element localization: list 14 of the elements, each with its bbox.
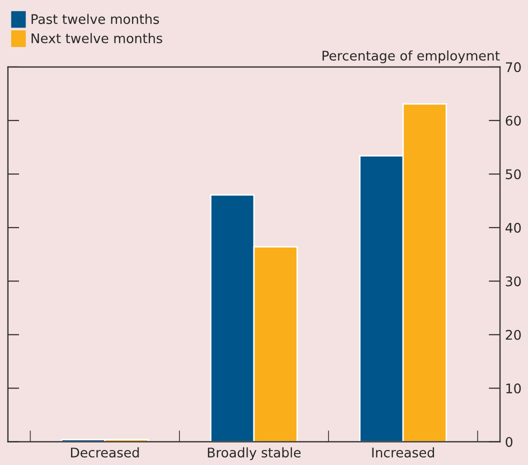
y-tick-label: 30 — [506, 276, 521, 286]
y-tick-label: 10 — [506, 383, 521, 394]
y-axis-title: Percentage of employment — [322, 50, 500, 64]
x-tick-label: Decreased — [71, 447, 139, 458]
x-tick-label: Increased — [372, 447, 434, 458]
y-tick-label: 60 — [506, 116, 521, 126]
legend-label: Next twelve months — [32, 33, 162, 44]
y-tick-label: 20 — [506, 330, 521, 340]
legend-label: Past twelve months — [32, 14, 159, 24]
y-tick-label: 50 — [506, 169, 521, 180]
y-tick-label: 70 — [506, 62, 521, 72]
x-tick-label: Broadly stable — [208, 447, 301, 460]
y-tick-label: 0 — [506, 436, 512, 447]
y-tick-label: 40 — [506, 222, 521, 233]
